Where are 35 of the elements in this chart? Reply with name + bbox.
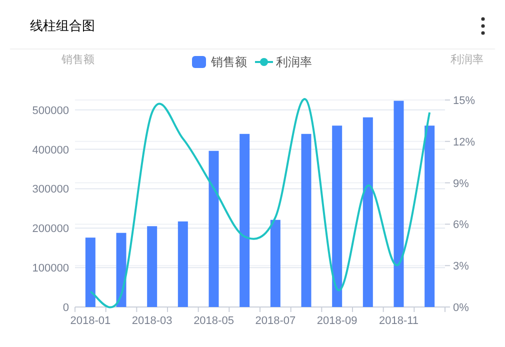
y-tick-label: 300000 [32, 184, 69, 196]
y2-tick-label: 6% [453, 219, 470, 232]
y2-tick-label: 9% [453, 178, 470, 190]
y-tick-label: 500000 [32, 104, 69, 117]
legend-label: 销售额 [210, 55, 247, 69]
bar [85, 238, 96, 307]
bar [301, 134, 312, 307]
bar [332, 126, 342, 307]
x-tick-label: 2018-09 [316, 315, 358, 327]
x-tick-label: 2018-01 [70, 315, 111, 327]
bar [240, 134, 250, 307]
legend-label: 利润率 [276, 55, 312, 69]
bar [116, 232, 126, 307]
x-tick-label: 2018-07 [255, 315, 296, 327]
y2-axis-title: 利润率 [450, 53, 484, 66]
y2-tick-label: 0% [453, 302, 470, 314]
x-tick-label: 2018-11 [378, 315, 419, 327]
y-axis-title: 销售额 [60, 53, 94, 66]
y2-tick-label: 15% [453, 95, 476, 107]
bar [362, 117, 373, 307]
y2-tick-label: 3% [453, 260, 470, 273]
y-tick-label: 100000 [32, 262, 69, 275]
y-tick-label: 200000 [32, 223, 69, 236]
bar [270, 220, 280, 307]
y-tick-label: 400000 [32, 144, 69, 156]
bar [147, 226, 158, 307]
bar [424, 126, 435, 307]
chart-title: 线柱组合图 [30, 18, 95, 33]
bar [178, 221, 188, 307]
x-tick-label: 2018-03 [132, 315, 172, 327]
y-tick-label: 0 [62, 302, 69, 314]
bar [394, 100, 404, 307]
x-tick-label: 2018-05 [194, 315, 234, 327]
y2-tick-label: 12% [453, 136, 476, 148]
bar [208, 150, 219, 307]
